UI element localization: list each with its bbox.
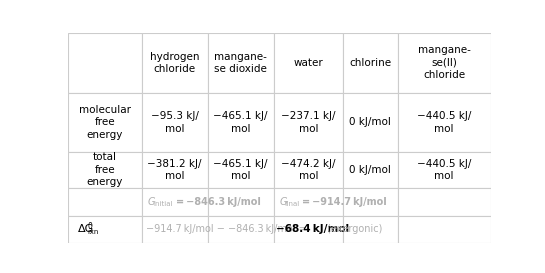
Text: −440.5 kJ/
mol: −440.5 kJ/ mol: [417, 159, 471, 181]
Text: −381.2 kJ/
mol: −381.2 kJ/ mol: [148, 159, 202, 181]
Bar: [274, 152, 343, 188]
Bar: [68, 33, 142, 93]
Bar: [343, 152, 397, 188]
Text: = −846.3 kJ/mol: = −846.3 kJ/mol: [174, 197, 261, 207]
Text: −440.5 kJ/
mol: −440.5 kJ/ mol: [417, 111, 471, 134]
Bar: [68, 188, 142, 216]
Bar: [142, 33, 208, 93]
Bar: [343, 33, 397, 93]
Text: G: G: [280, 197, 287, 207]
Text: ΔG: ΔG: [77, 224, 94, 235]
Bar: [397, 33, 490, 93]
Text: molecular
free
energy: molecular free energy: [79, 105, 131, 140]
Bar: [208, 93, 274, 152]
Text: chlorine: chlorine: [349, 58, 391, 68]
Bar: [142, 93, 208, 152]
Text: G: G: [148, 197, 155, 207]
Text: 0: 0: [88, 222, 92, 231]
Text: −237.1 kJ/
mol: −237.1 kJ/ mol: [281, 111, 336, 134]
Bar: [142, 152, 208, 188]
Bar: [208, 188, 274, 216]
Bar: [142, 188, 208, 216]
Text: (exergonic): (exergonic): [324, 224, 382, 235]
Bar: [397, 216, 490, 243]
Bar: [343, 93, 397, 152]
Bar: [68, 152, 142, 188]
Text: 0 kJ/mol: 0 kJ/mol: [349, 117, 391, 127]
Bar: [68, 216, 142, 243]
Bar: [208, 216, 274, 243]
Text: −95.3 kJ/
mol: −95.3 kJ/ mol: [151, 111, 198, 134]
Text: mangane-
se(II)
chloride: mangane- se(II) chloride: [417, 45, 470, 80]
Bar: [397, 188, 490, 216]
Text: −474.2 kJ/
mol: −474.2 kJ/ mol: [281, 159, 336, 181]
Text: −914.7 kJ/mol − −846.3 kJ/mol =: −914.7 kJ/mol − −846.3 kJ/mol =: [147, 224, 310, 235]
Bar: [397, 93, 490, 152]
Bar: [343, 188, 397, 216]
Text: water: water: [294, 58, 323, 68]
Bar: [343, 216, 397, 243]
Text: final: final: [284, 201, 300, 207]
Text: initial: initial: [153, 201, 172, 207]
Bar: [274, 33, 343, 93]
Bar: [142, 216, 208, 243]
Text: total
free
energy: total free energy: [87, 152, 123, 187]
Bar: [208, 33, 274, 93]
Bar: [397, 152, 490, 188]
Text: mangane-
se dioxide: mangane- se dioxide: [214, 52, 267, 74]
Bar: [274, 93, 343, 152]
Text: −465.1 kJ/
mol: −465.1 kJ/ mol: [213, 159, 268, 181]
Bar: [208, 152, 274, 188]
Text: hydrogen
chloride: hydrogen chloride: [150, 52, 199, 74]
Text: 0 kJ/mol: 0 kJ/mol: [349, 165, 391, 175]
Text: −465.1 kJ/
mol: −465.1 kJ/ mol: [213, 111, 268, 134]
Text: −68.4 kJ/mol: −68.4 kJ/mol: [276, 224, 349, 235]
Bar: [68, 93, 142, 152]
Text: rxn: rxn: [88, 229, 99, 235]
Bar: [274, 216, 343, 243]
Bar: [274, 188, 343, 216]
Text: = −914.7 kJ/mol: = −914.7 kJ/mol: [300, 197, 386, 207]
